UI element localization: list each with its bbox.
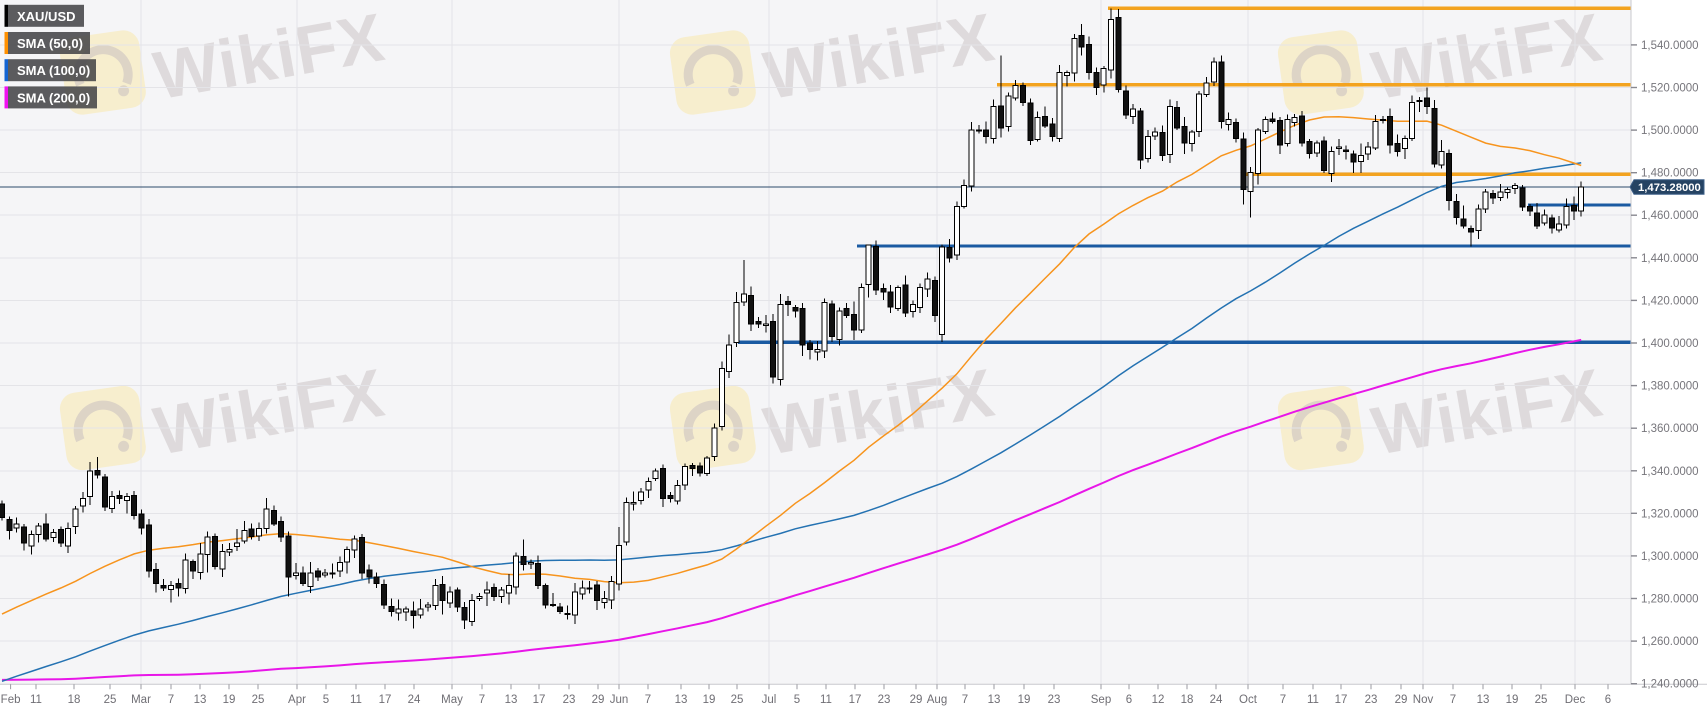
svg-text:17: 17 [533, 694, 546, 706]
svg-text:Sep: Sep [1091, 694, 1111, 706]
svg-text:13: 13 [675, 694, 688, 706]
svg-text:6: 6 [1126, 694, 1132, 706]
svg-text:29: 29 [592, 694, 605, 706]
svg-text:23: 23 [1048, 694, 1061, 706]
svg-text:23: 23 [1365, 694, 1378, 706]
svg-text:6: 6 [1605, 694, 1611, 706]
svg-text:18: 18 [1181, 694, 1194, 706]
svg-text:7: 7 [1450, 694, 1456, 706]
svg-text:1,300.0000: 1,300.0000 [1641, 551, 1699, 563]
svg-text:11: 11 [1307, 694, 1319, 706]
svg-text:1,340.0000: 1,340.0000 [1641, 466, 1699, 478]
svg-text:13: 13 [988, 694, 1001, 706]
svg-text:25: 25 [731, 694, 744, 706]
svg-text:1,520.0000: 1,520.0000 [1641, 83, 1699, 95]
svg-text:12: 12 [1152, 694, 1165, 706]
svg-text:19: 19 [703, 694, 716, 706]
svg-text:11: 11 [820, 694, 832, 706]
svg-text:19: 19 [1506, 694, 1519, 706]
svg-text:SMA (200,0): SMA (200,0) [17, 90, 90, 105]
svg-text:1,360.0000: 1,360.0000 [1641, 423, 1699, 435]
svg-text:19: 19 [223, 694, 236, 706]
svg-text:18: 18 [68, 694, 81, 706]
svg-text:1,440.0000: 1,440.0000 [1641, 253, 1699, 265]
svg-text:1,320.0000: 1,320.0000 [1641, 508, 1699, 520]
svg-text:19: 19 [1018, 694, 1031, 706]
svg-text:23: 23 [878, 694, 891, 706]
svg-text:Dec: Dec [1565, 694, 1586, 706]
svg-text:SMA (50,0): SMA (50,0) [17, 36, 83, 51]
svg-text:Nov: Nov [1413, 694, 1434, 706]
svg-text:7: 7 [1280, 694, 1286, 706]
svg-text:25: 25 [104, 694, 117, 706]
svg-text:1,400.0000: 1,400.0000 [1641, 338, 1699, 350]
svg-text:1,500.0000: 1,500.0000 [1641, 125, 1699, 137]
svg-text:23: 23 [563, 694, 576, 706]
svg-text:SMA (100,0): SMA (100,0) [17, 63, 90, 78]
svg-text:1,280.0000: 1,280.0000 [1641, 594, 1699, 606]
svg-text:1,460.0000: 1,460.0000 [1641, 210, 1699, 222]
svg-text:1,473.28000: 1,473.28000 [1638, 182, 1701, 194]
svg-text:17: 17 [1335, 694, 1348, 706]
svg-text:7: 7 [645, 694, 651, 706]
svg-text:24: 24 [1210, 694, 1223, 706]
svg-text:1,420.0000: 1,420.0000 [1641, 295, 1699, 307]
svg-text:Feb: Feb [1, 694, 21, 706]
svg-text:May: May [441, 694, 463, 706]
svg-text:29: 29 [1395, 694, 1408, 706]
svg-text:Aug: Aug [927, 694, 947, 706]
svg-text:17: 17 [849, 694, 862, 706]
svg-text:25: 25 [1535, 694, 1548, 706]
svg-text:1,380.0000: 1,380.0000 [1641, 381, 1699, 393]
svg-text:5: 5 [794, 694, 800, 706]
svg-text:11: 11 [350, 694, 362, 706]
svg-text:1,540.0000: 1,540.0000 [1641, 40, 1699, 52]
svg-text:Jul: Jul [762, 694, 777, 706]
svg-text:13: 13 [194, 694, 207, 706]
svg-text:Jun: Jun [610, 694, 629, 706]
svg-text:Oct: Oct [1239, 694, 1258, 706]
svg-text:24: 24 [408, 694, 421, 706]
svg-text:7: 7 [479, 694, 485, 706]
svg-text:Mar: Mar [131, 694, 151, 706]
svg-text:1,260.0000: 1,260.0000 [1641, 636, 1699, 648]
svg-text:13: 13 [505, 694, 518, 706]
svg-text:7: 7 [168, 694, 174, 706]
svg-text:1,480.0000: 1,480.0000 [1641, 168, 1699, 180]
svg-text:XAU/USD: XAU/USD [17, 9, 76, 24]
svg-text:7: 7 [962, 694, 968, 706]
svg-text:1,240.0000: 1,240.0000 [1641, 679, 1699, 691]
svg-text:5: 5 [323, 694, 329, 706]
svg-text:13: 13 [1477, 694, 1490, 706]
svg-text:Apr: Apr [288, 694, 306, 706]
svg-text:17: 17 [379, 694, 392, 706]
svg-text:11: 11 [30, 694, 42, 706]
svg-text:29: 29 [910, 694, 923, 706]
svg-text:25: 25 [252, 694, 265, 706]
